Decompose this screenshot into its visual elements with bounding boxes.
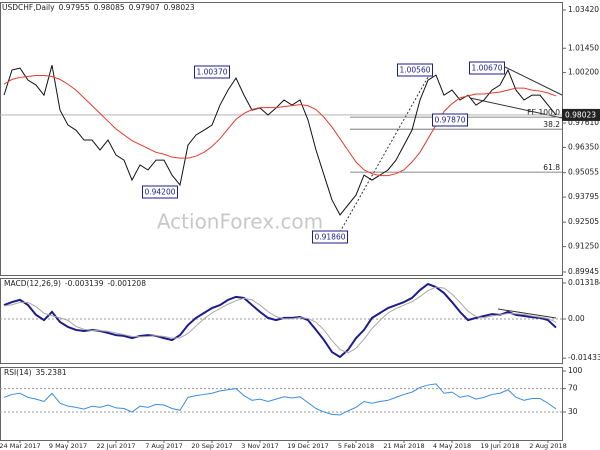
annotation: 0.91860 — [314, 233, 345, 242]
y-tick-label: 0.93795 — [568, 192, 599, 201]
x-tick-label: 7 Aug 2017 — [145, 442, 183, 450]
fib-label: 61.8 — [543, 163, 560, 172]
low: 0.97907 — [129, 3, 160, 12]
header: USDCHF,Daily 0.97955 0.98085 0.97907 0.98023 — [2, 3, 195, 12]
macd-value: -0.003139 — [65, 279, 104, 288]
rsi-value: 35.2381 — [36, 368, 67, 377]
y-tick-label: 100 — [568, 366, 583, 375]
y-tick-label: 0.92505 — [568, 217, 599, 226]
annotation-box — [311, 230, 349, 244]
panel — [0, 367, 563, 441]
high: 0.98085 — [94, 3, 125, 12]
panel — [0, 278, 563, 364]
trend-line — [339, 69, 433, 233]
x-tick-label: 4 May 2018 — [433, 442, 471, 450]
y-tick-label: -0.014339 — [568, 353, 600, 362]
annotation-box — [141, 185, 179, 199]
symbol: USDCHF,Daily — [2, 3, 55, 12]
macd-title: MACD(12,26,9) — [4, 279, 61, 288]
annotation-box — [396, 63, 434, 77]
panel — [0, 2, 563, 276]
last-price-box — [562, 108, 600, 121]
annotation-box — [468, 61, 506, 75]
annotation: 1.00670 — [471, 64, 502, 73]
y-tick-label: 0.97610 — [568, 118, 599, 127]
annotation-box — [431, 113, 469, 127]
signal-value: -0.001208 — [107, 279, 146, 288]
macd-header: MACD(12,26,9) -0.003139 -0.001208 — [4, 279, 146, 288]
x-tick-label: 24 Mar 2017 — [0, 442, 41, 450]
x-tick-label: 20 Sep 2017 — [191, 442, 232, 450]
y-tick-label: 0.89945 — [568, 267, 599, 276]
x-tick-label: 5 Feb 2018 — [338, 442, 374, 450]
x-tick-label: 19 Jun 2018 — [480, 442, 519, 450]
fib-label: FE 100.0 — [527, 108, 560, 117]
trend-line — [504, 66, 563, 96]
y-tick-label: 30 — [568, 407, 578, 416]
rsi-title: RSI(14) — [4, 368, 32, 377]
x-tick-label: 3 Nov 2017 — [241, 442, 279, 450]
series-line — [3, 383, 557, 416]
rsi-header: RSI(14) 35.2381 — [4, 368, 67, 377]
annotation: 1.00370 — [196, 68, 227, 77]
y-tick-label: 0.96350 — [568, 142, 599, 151]
series-line — [3, 75, 557, 177]
y-tick-label: 0.95055 — [568, 168, 599, 177]
y-tick-label: 70 — [568, 384, 578, 393]
watermark: ActionForex.com — [157, 210, 323, 234]
series-line — [3, 286, 557, 354]
x-tick-label: 2 Aug 2018 — [529, 442, 567, 450]
series-line — [3, 282, 557, 359]
annotation: 1.00560 — [399, 66, 430, 75]
y-tick-label: 1.00200 — [568, 68, 599, 77]
annotation: 0.94200 — [144, 188, 175, 197]
annotation-box — [193, 65, 231, 79]
y-tick-label: 0.91250 — [568, 242, 599, 251]
open: 0.97955 — [59, 3, 90, 12]
y-tick-label: 0.013184 — [568, 278, 600, 287]
x-tick-label: 22 Jun 2017 — [96, 442, 135, 450]
last-price-label: 0.98023 — [565, 110, 596, 119]
y-tick-label: 0.00 — [568, 314, 585, 323]
series-line — [3, 65, 557, 216]
y-tick-label: 1.03420 — [568, 5, 599, 14]
x-tick-label: 9 May 2017 — [49, 442, 87, 450]
close: 0.98023 — [164, 3, 195, 12]
annotation: 0.97870 — [434, 116, 465, 125]
x-tick-label: 19 Dec 2017 — [287, 442, 329, 450]
fib-label: 38.2 — [543, 120, 560, 129]
y-tick-label: 1.01450 — [568, 43, 599, 52]
x-tick-label: 21 Mar 2018 — [383, 442, 424, 450]
trend-line — [497, 308, 557, 319]
